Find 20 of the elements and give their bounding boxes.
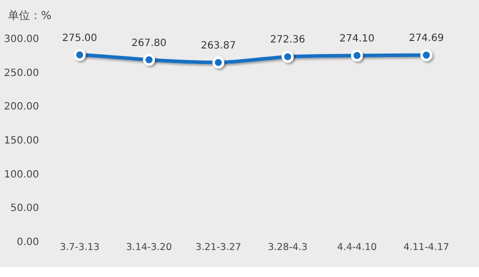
data-label: 263.87 <box>200 40 236 52</box>
data-label: 267.80 <box>132 38 166 49</box>
x-tick-label: 4.11-4.17 <box>403 242 450 253</box>
data-label: 275.00 <box>62 32 98 44</box>
y-tick-label: 200.00 <box>4 102 39 113</box>
y-tick-label: 50.00 <box>10 203 39 214</box>
x-tick-label: 3.14-3.20 <box>126 242 172 253</box>
y-axis-title: 单位：% <box>8 9 52 22</box>
data-label: 274.10 <box>340 34 374 45</box>
x-tick-label: 3.28-4.3 <box>268 242 308 253</box>
y-tick-label: 100.00 <box>4 169 39 180</box>
y-tick-label: 150.00 <box>4 136 39 146</box>
x-tick-label: 3.7-3.13 <box>60 242 100 253</box>
x-tick-label: 3.21-3.27 <box>195 242 242 253</box>
data-label: 274.69 <box>408 33 444 44</box>
y-tick-label: 0.00 <box>16 237 39 248</box>
data-label: 272.36 <box>270 34 306 46</box>
x-tick-label: 4.4-4.10 <box>337 242 377 253</box>
y-tick-label: 300.00 <box>4 34 39 45</box>
y-tick-label: 250.00 <box>4 68 39 79</box>
